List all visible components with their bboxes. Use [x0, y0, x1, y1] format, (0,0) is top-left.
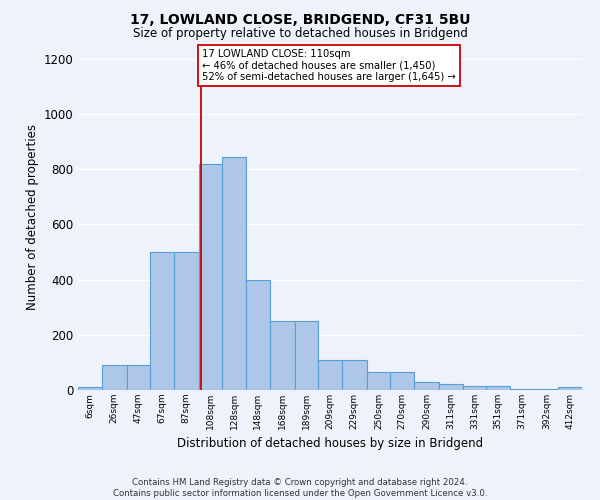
Bar — [269, 321, 295, 390]
Bar — [486, 386, 510, 390]
Bar — [101, 365, 127, 390]
Text: Contains HM Land Registry data © Crown copyright and database right 2024.
Contai: Contains HM Land Registry data © Crown c… — [113, 478, 487, 498]
Bar — [223, 157, 246, 390]
Bar — [127, 365, 150, 390]
Bar — [246, 280, 269, 390]
Text: 17, LOWLAND CLOSE, BRIDGEND, CF31 5BU: 17, LOWLAND CLOSE, BRIDGEND, CF31 5BU — [130, 12, 470, 26]
Bar — [367, 372, 391, 390]
Bar — [414, 382, 439, 390]
Bar — [463, 386, 486, 390]
Text: 17 LOWLAND CLOSE: 110sqm
← 46% of detached houses are smaller (1,450)
52% of sem: 17 LOWLAND CLOSE: 110sqm ← 46% of detach… — [202, 49, 456, 82]
Bar — [295, 321, 318, 390]
Bar — [318, 360, 342, 390]
Bar — [439, 384, 463, 390]
Bar — [174, 252, 199, 390]
Bar — [391, 372, 414, 390]
X-axis label: Distribution of detached houses by size in Bridgend: Distribution of detached houses by size … — [177, 438, 483, 450]
Bar — [342, 360, 367, 390]
Bar — [199, 164, 223, 390]
Bar — [559, 387, 582, 390]
Bar — [78, 387, 101, 390]
Bar — [150, 252, 174, 390]
Y-axis label: Number of detached properties: Number of detached properties — [26, 124, 39, 310]
Text: Size of property relative to detached houses in Bridgend: Size of property relative to detached ho… — [133, 28, 467, 40]
